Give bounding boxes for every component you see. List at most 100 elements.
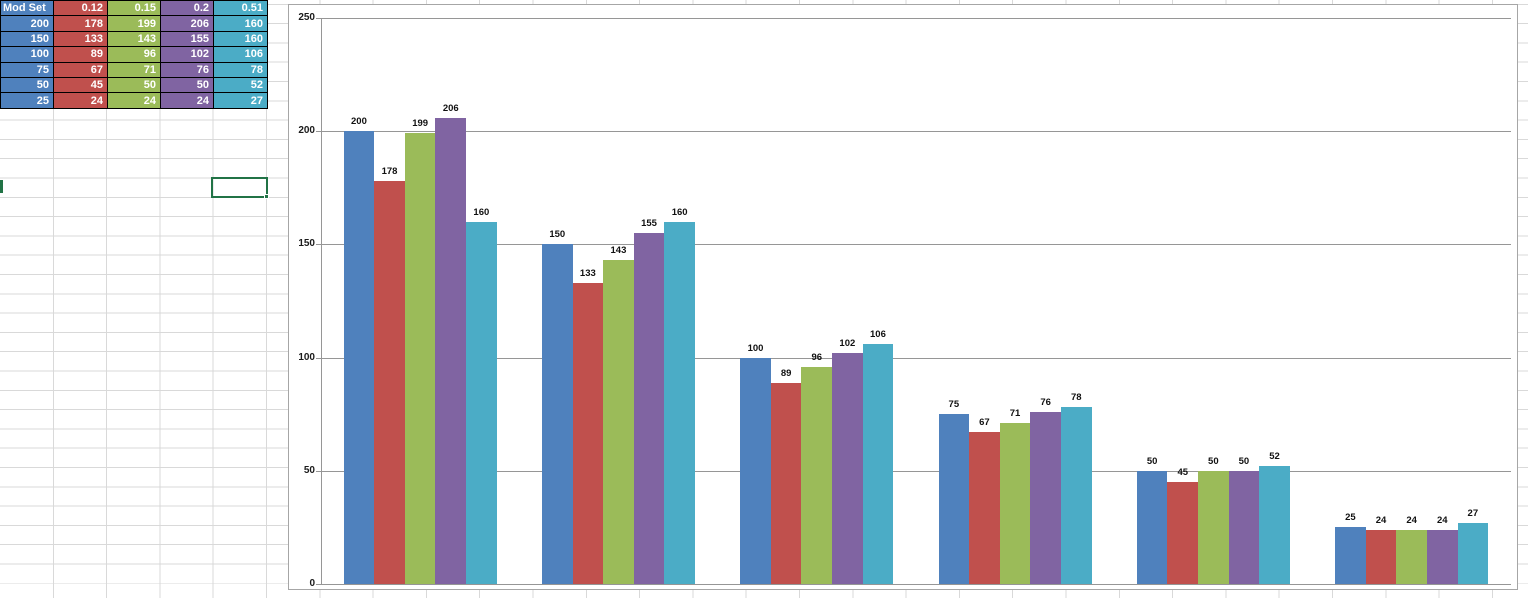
table-cell[interactable]: 50 (0, 76, 54, 94)
bar-0.51-200[interactable] (466, 221, 497, 584)
bar-0.51-100[interactable] (862, 344, 894, 584)
table-cell[interactable]: 133 (53, 30, 108, 48)
table-header-cell[interactable]: 0.12 (53, 0, 108, 17)
bar-Mod Set-75[interactable] (938, 414, 970, 584)
bar-data-label: 106 (870, 329, 886, 341)
bar-0.51-25[interactable] (1457, 522, 1489, 584)
table-row: 150 133 143 155 160 (0, 30, 268, 48)
bar-data-label: 206 (442, 102, 459, 114)
bar-data-label: 100 (747, 342, 764, 354)
y-axis-tick-label: 50 (303, 464, 315, 476)
bar-0.51-75[interactable] (1060, 407, 1092, 584)
bar-0.12-200[interactable] (374, 181, 405, 584)
y-axis-tick-label: 250 (298, 12, 315, 23)
bar-data-label: 199 (412, 118, 429, 130)
table-cell[interactable]: 52 (213, 76, 268, 94)
table-cell[interactable]: 76 (160, 61, 214, 78)
bar-0.51-150[interactable] (664, 221, 695, 584)
selection-border-fragment (0, 180, 3, 193)
bar-0.12-75[interactable] (969, 432, 1000, 584)
y-axis-tick-label: 0 (309, 578, 315, 589)
y-axis-tick-label: 150 (298, 238, 315, 250)
bar-0.12-150[interactable] (572, 282, 604, 584)
table-cell[interactable]: 150 (0, 30, 54, 48)
table-cell[interactable]: 143 (107, 30, 161, 48)
y-axis-tick-label: 100 (298, 351, 315, 363)
bar-data-label: 76 (1040, 396, 1051, 408)
bar-data-label: 150 (549, 229, 566, 241)
bar-0.12-25[interactable] (1365, 529, 1397, 584)
bar-data-label: 133 (579, 267, 596, 279)
bar-0.2-100[interactable] (832, 353, 863, 584)
table-cell[interactable]: 25 (0, 92, 54, 109)
table-header-cell[interactable]: 0.2 (160, 0, 214, 17)
chart-gridline (321, 470, 1511, 472)
chart-gridline (321, 131, 1511, 133)
table-cell[interactable]: 24 (107, 92, 161, 109)
table-cell[interactable]: 160 (213, 30, 268, 48)
fill-handle[interactable] (264, 194, 269, 199)
table-cell[interactable]: 100 (0, 46, 54, 63)
table-row: 200 178 199 206 160 (0, 15, 268, 32)
table-cell[interactable]: 96 (107, 46, 161, 63)
bar-0.15-75[interactable] (999, 423, 1031, 584)
data-table-body: Mod Set 0.12 0.15 0.2 0.51 200 178 199 206 160 150… (0, 0, 268, 109)
table-header-row: Mod Set 0.12 0.15 0.2 0.51 (0, 0, 268, 17)
bar-0.2-75[interactable] (1030, 411, 1061, 584)
table-cell[interactable]: 50 (107, 76, 161, 94)
table-header-cell[interactable]: 0.51 (213, 0, 268, 17)
bar-data-label: 160 (473, 206, 490, 218)
table-cell[interactable]: 78 (213, 61, 268, 78)
bar-0.2-25[interactable] (1426, 529, 1458, 584)
bar-0.15-50[interactable] (1198, 470, 1229, 584)
bar-0.15-100[interactable] (801, 366, 833, 584)
table-cell[interactable]: 206 (160, 15, 214, 32)
table-header-cell[interactable]: Mod Set (0, 0, 54, 17)
bar-data-label: 50 (1238, 455, 1250, 467)
y-axis-line (321, 18, 322, 584)
bar-0.2-200[interactable] (435, 117, 467, 584)
table-cell[interactable]: 200 (0, 15, 54, 32)
bar-Mod Set-100[interactable] (740, 357, 771, 584)
table-cell[interactable]: 45 (53, 76, 108, 94)
table-cell[interactable]: 50 (160, 76, 214, 94)
table-cell[interactable]: 75 (0, 61, 54, 78)
bar-data-label: 25 (1345, 512, 1356, 524)
table-cell[interactable]: 27 (213, 92, 268, 109)
table-cell[interactable]: 24 (53, 92, 108, 109)
chart-gridline (321, 244, 1511, 246)
bar-data-label: 89 (780, 367, 792, 379)
bar-0.2-150[interactable] (633, 233, 665, 584)
bar-0.51-50[interactable] (1259, 466, 1290, 584)
bar-data-label: 200 (351, 116, 367, 128)
bar-data-label: 71 (1009, 408, 1021, 420)
table-cell[interactable]: 155 (160, 30, 214, 48)
table-header-cell[interactable]: 0.15 (107, 0, 161, 17)
table-cell[interactable]: 106 (213, 46, 268, 63)
bar-0.12-100[interactable] (770, 382, 802, 584)
bar-Mod Set-200[interactable] (343, 131, 375, 584)
bar-0.12-50[interactable] (1167, 482, 1199, 584)
table-cell[interactable]: 102 (160, 46, 214, 63)
table-cell[interactable]: 160 (213, 15, 268, 32)
table-cell[interactable]: 71 (107, 61, 161, 78)
y-axis-tick (316, 357, 321, 359)
bar-0.2-50[interactable] (1228, 470, 1260, 584)
table-cell[interactable]: 199 (107, 15, 161, 32)
y-axis-tick (316, 18, 321, 19)
bar-Mod Set-150[interactable] (541, 244, 573, 584)
table-cell[interactable]: 67 (53, 61, 108, 78)
data-table: Mod Set 0.12 0.15 0.2 0.51 200 178 199 206 160 150… (0, 0, 268, 109)
bar-Mod Set-50[interactable] (1136, 470, 1168, 584)
bar-Mod Set-25[interactable] (1335, 527, 1366, 584)
bar-0.15-200[interactable] (404, 133, 436, 584)
table-cell[interactable]: 178 (53, 15, 108, 32)
table-cell[interactable]: 24 (160, 92, 214, 109)
bar-0.15-150[interactable] (603, 260, 634, 584)
y-axis-tick (316, 131, 321, 133)
table-cell[interactable]: 89 (53, 46, 108, 63)
bar-data-label: 102 (839, 338, 856, 350)
bar-0.15-25[interactable] (1396, 529, 1427, 584)
bar-chart[interactable]: 0 50 100 150 200 250 200 150 100 75 50 25 178 133 89 67… (288, 4, 1518, 590)
selected-cell[interactable] (210, 176, 269, 199)
